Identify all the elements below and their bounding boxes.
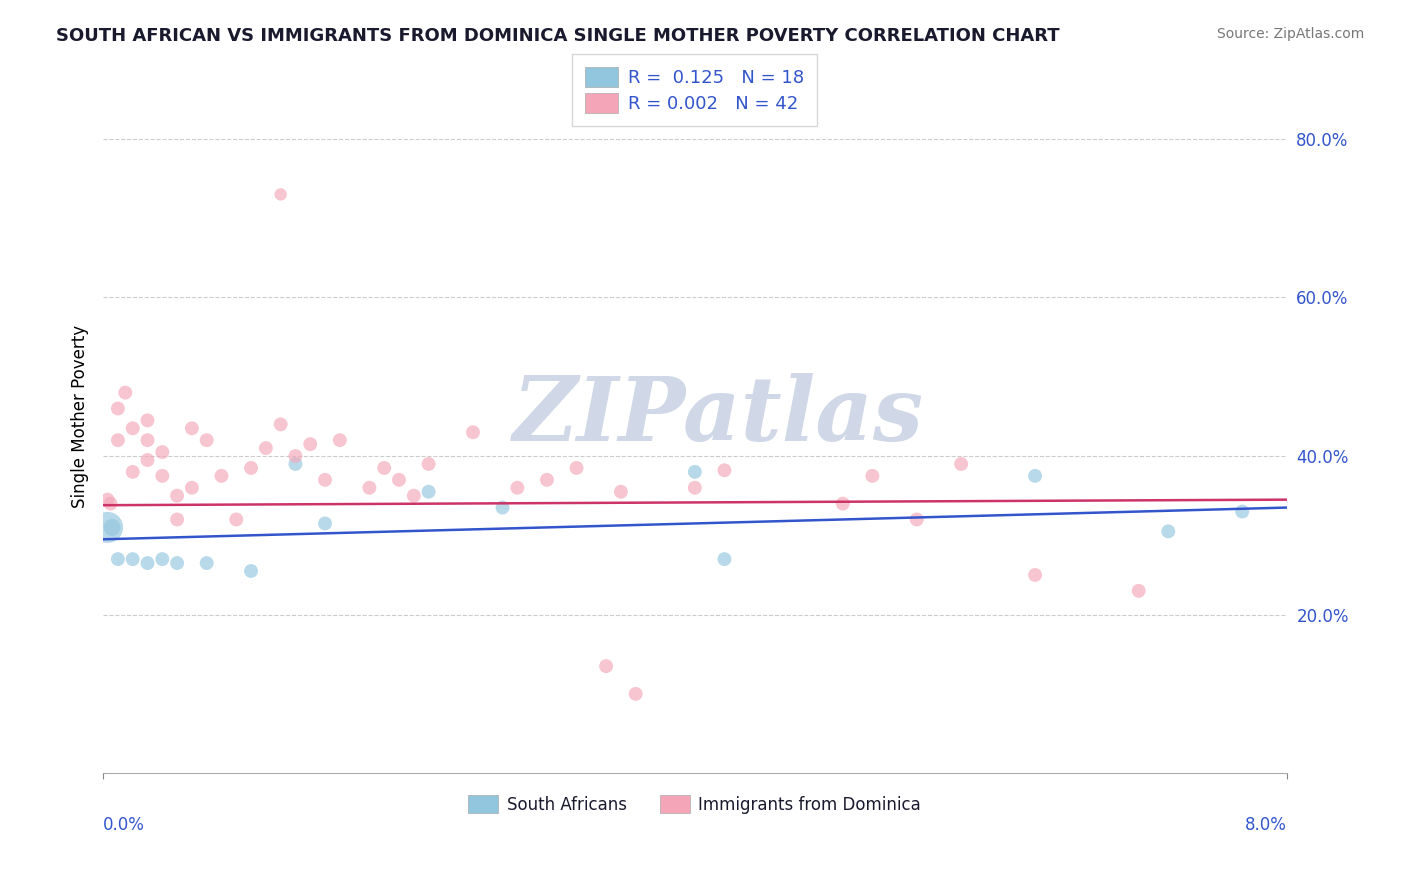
Point <box>329 433 352 447</box>
Legend: South Africans, Immigrants from Dominica: South Africans, Immigrants from Dominica <box>460 787 929 822</box>
Point <box>195 433 218 447</box>
Point <box>107 433 129 447</box>
Point <box>150 445 173 459</box>
Point <box>359 481 381 495</box>
Point <box>461 425 484 440</box>
Point <box>418 484 440 499</box>
Text: ZIPatlas: ZIPatlas <box>513 373 924 459</box>
Point <box>166 556 188 570</box>
Point <box>831 497 853 511</box>
Point <box>136 433 159 447</box>
Point <box>107 401 129 416</box>
Point <box>713 463 735 477</box>
Point <box>595 659 617 673</box>
Point <box>683 481 706 495</box>
Point <box>195 556 218 570</box>
Y-axis label: Single Mother Poverty: Single Mother Poverty <box>72 325 89 508</box>
Point <box>1128 583 1150 598</box>
Point <box>166 512 188 526</box>
Point <box>150 552 173 566</box>
Point <box>373 461 395 475</box>
Point <box>860 468 883 483</box>
Point <box>624 687 647 701</box>
Point <box>491 500 513 515</box>
Point <box>506 481 529 495</box>
Text: 8.0%: 8.0% <box>1244 816 1286 834</box>
Point <box>299 437 322 451</box>
Point <box>136 413 159 427</box>
Text: Source: ZipAtlas.com: Source: ZipAtlas.com <box>1216 27 1364 41</box>
Point <box>1232 504 1254 518</box>
Point <box>121 465 143 479</box>
Text: SOUTH AFRICAN VS IMMIGRANTS FROM DOMINICA SINGLE MOTHER POVERTY CORRELATION CHAR: SOUTH AFRICAN VS IMMIGRANTS FROM DOMINIC… <box>56 27 1060 45</box>
Point <box>166 489 188 503</box>
Point <box>211 468 233 483</box>
Point <box>683 465 706 479</box>
Point <box>284 457 307 471</box>
Point <box>610 484 633 499</box>
Point <box>225 512 247 526</box>
Text: 0.0%: 0.0% <box>103 816 145 834</box>
Point <box>240 461 263 475</box>
Point <box>314 516 336 531</box>
Point <box>180 421 202 435</box>
Point <box>240 564 263 578</box>
Point <box>107 552 129 566</box>
Point <box>565 461 588 475</box>
Point <box>1024 468 1046 483</box>
Point <box>101 520 124 534</box>
Point <box>1024 568 1046 582</box>
Point <box>418 457 440 471</box>
Point <box>536 473 558 487</box>
Point <box>1157 524 1180 539</box>
Point <box>388 473 411 487</box>
Point <box>314 473 336 487</box>
Point <box>254 441 277 455</box>
Point <box>270 187 292 202</box>
Point <box>180 481 202 495</box>
Point <box>100 497 122 511</box>
Point <box>136 453 159 467</box>
Point <box>114 385 136 400</box>
Point <box>284 449 307 463</box>
Point <box>270 417 292 432</box>
Point <box>150 468 173 483</box>
Point <box>97 492 120 507</box>
Point <box>97 520 120 534</box>
Point <box>136 556 159 570</box>
Point <box>905 512 928 526</box>
Point <box>713 552 735 566</box>
Point <box>402 489 425 503</box>
Point <box>121 421 143 435</box>
Point <box>121 552 143 566</box>
Point <box>950 457 973 471</box>
